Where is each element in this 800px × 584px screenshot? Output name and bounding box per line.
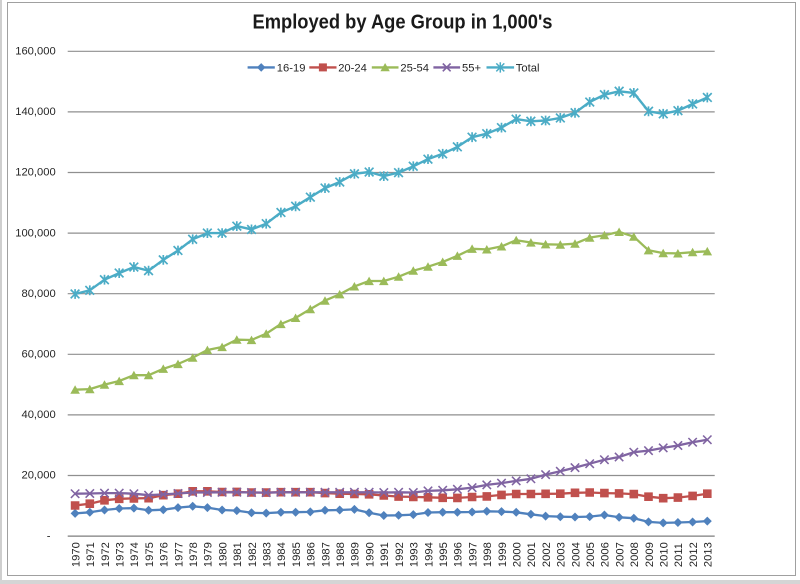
svg-text:1975: 1975 [144, 542, 156, 567]
svg-text:100,000: 100,000 [15, 227, 55, 239]
svg-text:1984: 1984 [276, 542, 288, 567]
svg-text:1979: 1979 [203, 542, 215, 567]
svg-text:40,000: 40,000 [21, 409, 55, 421]
svg-text:Employed by Age Group in 1,000: Employed by Age Group in 1,000's [253, 11, 553, 34]
svg-text:Total: Total [516, 62, 540, 74]
svg-text:1990: 1990 [364, 542, 376, 567]
svg-text:2007: 2007 [614, 542, 626, 567]
svg-text:2000: 2000 [512, 542, 524, 567]
svg-text:120,000: 120,000 [15, 167, 55, 179]
svg-text:1970: 1970 [70, 542, 82, 567]
svg-text:1985: 1985 [291, 542, 303, 567]
svg-text:1996: 1996 [453, 542, 465, 567]
svg-text:2002: 2002 [541, 542, 553, 567]
svg-text:2010: 2010 [659, 542, 671, 567]
svg-text:1978: 1978 [188, 542, 200, 567]
svg-text:1987: 1987 [320, 542, 332, 567]
svg-text:1980: 1980 [217, 542, 229, 567]
svg-text:1981: 1981 [232, 542, 244, 567]
svg-text:2009: 2009 [644, 542, 656, 567]
svg-text:2011: 2011 [673, 543, 685, 567]
svg-text:2006: 2006 [600, 542, 612, 567]
svg-text:2008: 2008 [629, 542, 641, 567]
svg-text:16-19: 16-19 [277, 62, 306, 74]
svg-text:140,000: 140,000 [15, 106, 55, 118]
svg-text:160,000: 160,000 [15, 46, 55, 58]
svg-text:1993: 1993 [409, 542, 421, 567]
svg-text:1998: 1998 [482, 542, 494, 567]
svg-text:60,000: 60,000 [21, 349, 55, 361]
svg-text:1976: 1976 [159, 542, 171, 567]
svg-text:1992: 1992 [394, 542, 406, 567]
svg-text:1991: 1991 [379, 542, 391, 567]
svg-text:1973: 1973 [115, 542, 127, 567]
svg-text:25-54: 25-54 [400, 62, 429, 74]
svg-text:1994: 1994 [423, 542, 435, 567]
svg-text:2005: 2005 [585, 542, 597, 567]
svg-text:1971: 1971 [85, 542, 97, 567]
svg-text:2012: 2012 [688, 542, 700, 567]
svg-text:1974: 1974 [129, 542, 141, 567]
svg-text:1989: 1989 [350, 542, 362, 567]
svg-text:1997: 1997 [467, 542, 479, 567]
svg-text:20,000: 20,000 [21, 470, 55, 482]
svg-text:1999: 1999 [497, 542, 509, 567]
svg-text:2013: 2013 [703, 542, 715, 567]
svg-text:1988: 1988 [335, 542, 347, 567]
svg-text:2001: 2001 [526, 542, 538, 567]
svg-text:2004: 2004 [570, 542, 582, 567]
svg-text:2003: 2003 [556, 542, 568, 567]
svg-text:80,000: 80,000 [21, 288, 55, 300]
svg-text:55+: 55+ [462, 62, 481, 74]
svg-text:20-24: 20-24 [338, 62, 367, 74]
svg-text:1982: 1982 [247, 542, 259, 567]
svg-text:1986: 1986 [306, 542, 318, 567]
svg-text:1983: 1983 [262, 542, 274, 567]
svg-text:-: - [47, 530, 51, 542]
svg-text:1972: 1972 [100, 542, 112, 567]
svg-text:1995: 1995 [438, 542, 450, 567]
svg-text:1977: 1977 [173, 542, 185, 567]
